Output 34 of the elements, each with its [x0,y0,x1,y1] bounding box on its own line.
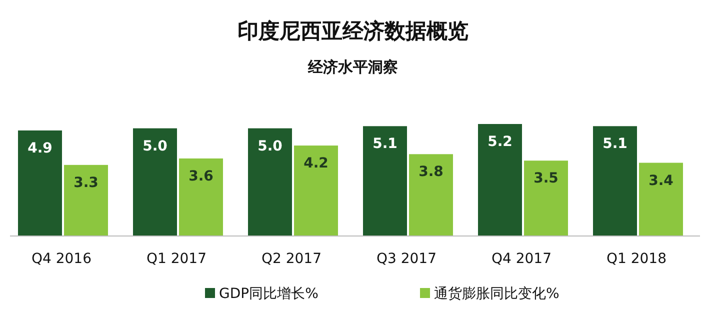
data-label: 4.2 [304,156,328,172]
data-label: 3.6 [188,168,214,184]
legend-label: 通货膨胀同比变化% [434,286,560,302]
data-label: 5.0 [258,138,283,154]
data-label: 3.4 [648,172,674,189]
x-tick-label: Q1 2018 [606,251,667,267]
bar [18,130,62,236]
bar [639,162,683,236]
x-tick-label: Q2 2017 [261,251,322,267]
data-label: 4.9 [28,140,52,156]
x-tick-label: Q4 2017 [491,251,552,267]
bar [64,164,108,236]
x-tick-label: Q3 2017 [376,251,437,267]
bar [409,154,453,236]
x-tick-label: Q1 2017 [146,251,207,267]
bar [179,158,223,236]
legend-label: GDP同比增长% [219,286,318,302]
chart-subtitle: 经济水平洞察 [307,58,398,76]
bar [478,124,522,236]
data-label: 3.3 [74,174,98,191]
bar [363,126,407,236]
data-label: 5.1 [372,136,398,152]
data-label: 3.8 [418,164,444,180]
chart-title: 印度尼西亚经济数据概览 [238,19,468,43]
bar [593,126,637,236]
bar [133,128,177,236]
bar [248,128,292,236]
data-label: 5.2 [488,134,512,150]
bar [524,160,568,236]
data-label: 5.0 [142,138,168,154]
bar [294,146,338,236]
x-tick-label: Q4 2016 [31,251,92,267]
data-label: 3.5 [534,170,558,187]
data-label: 5.1 [602,136,628,152]
